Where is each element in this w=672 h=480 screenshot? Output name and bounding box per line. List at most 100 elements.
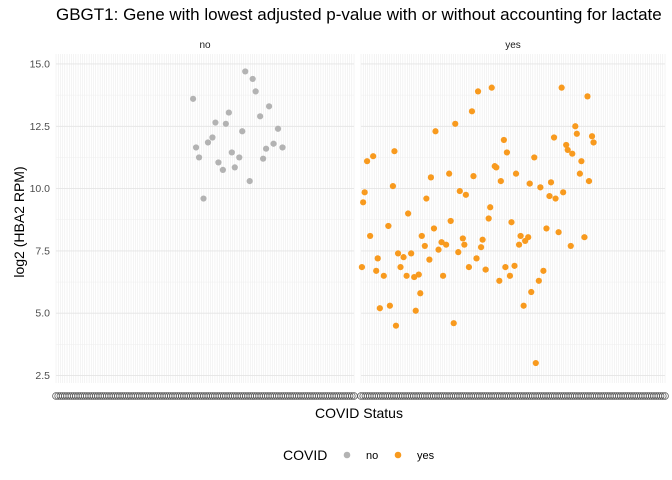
point-no: [212, 119, 219, 126]
point-yes: [403, 272, 410, 279]
point-yes: [443, 241, 450, 248]
point-yes: [427, 174, 435, 181]
point-yes: [506, 272, 514, 279]
point-yes: [397, 264, 404, 271]
point-yes: [517, 232, 524, 240]
point-no: [246, 178, 253, 185]
point-yes: [560, 189, 567, 196]
point-yes: [439, 272, 447, 279]
point-yes: [363, 158, 371, 165]
point-yes: [474, 88, 482, 95]
point-no: [222, 120, 229, 127]
point-yes: [572, 123, 579, 130]
point-yes: [438, 239, 445, 246]
legend-label-no: no: [366, 450, 378, 462]
point-yes: [552, 195, 559, 202]
y-tick-label: 15.0: [30, 58, 51, 70]
point-yes: [546, 192, 553, 200]
point-no: [215, 159, 222, 166]
point-yes: [461, 241, 468, 248]
point-yes: [415, 271, 422, 278]
point-yes: [502, 264, 509, 271]
point-yes: [367, 232, 374, 240]
point-yes: [496, 277, 503, 284]
point-yes: [555, 229, 562, 236]
point-yes: [465, 264, 473, 271]
point-yes: [550, 134, 558, 141]
point-no: [260, 155, 267, 162]
point-yes: [418, 232, 425, 240]
point-no: [204, 139, 212, 146]
x-tick-label-mark: [658, 392, 667, 400]
point-no: [209, 134, 216, 141]
point-yes: [567, 242, 574, 250]
point-yes: [446, 170, 453, 177]
point-no: [270, 140, 277, 147]
point-yes: [535, 277, 542, 284]
point-yes: [400, 254, 407, 261]
point-yes: [408, 250, 415, 257]
point-yes: [426, 256, 433, 263]
point-yes: [503, 149, 511, 156]
point-yes: [563, 141, 570, 149]
point-yes: [417, 290, 424, 297]
point-no: [189, 95, 197, 102]
legend: COVID no yes: [283, 447, 435, 463]
point-yes: [373, 267, 380, 274]
point-yes: [421, 242, 428, 250]
point-yes: [386, 302, 393, 309]
point-yes: [358, 264, 366, 271]
point-yes: [581, 234, 588, 241]
y-tick-label: 5.0: [35, 308, 50, 320]
point-yes: [578, 158, 585, 165]
point-yes: [470, 173, 477, 180]
y-tick-label: 10.0: [30, 183, 51, 195]
point-no: [192, 144, 200, 151]
point-yes: [394, 250, 402, 257]
x-tick-label-mark: [661, 392, 669, 400]
point-yes: [590, 139, 597, 146]
point-yes: [543, 225, 550, 232]
point-yes: [588, 133, 596, 140]
y-tick-label: 2.5: [35, 370, 50, 382]
point-yes: [374, 255, 381, 262]
point-yes: [573, 130, 580, 137]
point-yes: [380, 272, 387, 279]
point-yes: [520, 302, 527, 309]
y-tick-label: 12.5: [30, 121, 51, 133]
point-no: [239, 128, 246, 135]
point-yes: [532, 359, 539, 367]
point-yes: [411, 273, 418, 281]
facet-strip-no: [56, 38, 354, 54]
point-yes: [360, 199, 367, 206]
point-yes: [473, 255, 480, 262]
point-yes: [405, 210, 412, 217]
point-no: [225, 109, 232, 116]
point-yes: [537, 184, 544, 191]
point-yes: [361, 189, 368, 196]
point-no: [279, 144, 286, 151]
point-yes: [452, 120, 459, 127]
point-yes: [525, 234, 532, 241]
point-yes: [564, 146, 571, 154]
point-yes: [487, 204, 494, 211]
point-yes: [459, 235, 466, 242]
legend-key-no: [343, 451, 351, 459]
y-axis-ticks: 2.5 5.0 7.5 10.0 12.5 15.0: [30, 58, 51, 382]
legend-label-yes: yes: [417, 450, 435, 462]
chart-title: GBGT1: Gene with lowest adjusted p-value…: [56, 5, 662, 24]
facet-panel-yes: [360, 38, 666, 383]
point-yes: [485, 215, 492, 222]
point-yes: [376, 305, 383, 312]
facet-panel-no: [55, 38, 355, 383]
point-yes: [511, 262, 518, 269]
point-yes: [430, 225, 438, 232]
point-no: [249, 75, 256, 83]
point-yes: [547, 179, 555, 186]
point-yes: [392, 322, 400, 329]
point-yes: [432, 128, 439, 135]
point-yes: [497, 178, 504, 185]
point-yes: [435, 246, 442, 253]
point-yes: [450, 320, 457, 327]
